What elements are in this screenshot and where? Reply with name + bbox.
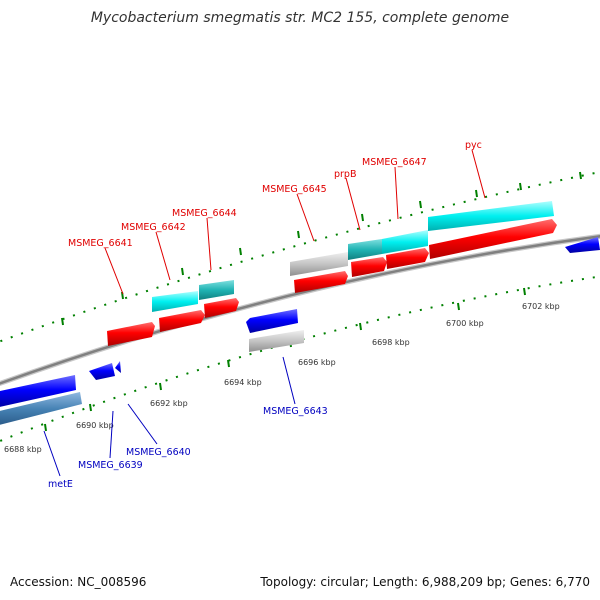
feature-pyc-rna[interactable] bbox=[428, 201, 554, 231]
scale-label: 6692 kbp bbox=[150, 399, 188, 408]
gene-mete[interactable] bbox=[0, 375, 76, 408]
gene-msmeg-6645[interactable] bbox=[294, 271, 348, 293]
feature-msmeg-6645-pseudo[interactable] bbox=[290, 252, 348, 276]
gene-label[interactable]: MSMEG_6642 bbox=[121, 222, 186, 233]
genome-backbone bbox=[0, 233, 600, 387]
gene-msmeg-6640[interactable] bbox=[115, 361, 121, 373]
scale-label: 6690 kbp bbox=[76, 421, 114, 430]
feature-prpb-rna[interactable] bbox=[348, 239, 382, 260]
gene-msmeg-6647[interactable] bbox=[386, 248, 429, 269]
scale-label: 6696 kbp bbox=[298, 358, 336, 367]
scale-labels: 6688 kbp 6690 kbp 6692 kbp 6694 kbp 6696… bbox=[4, 302, 560, 454]
gene-label[interactable]: prpB bbox=[334, 169, 356, 180]
feature-msmeg-6644-rna[interactable] bbox=[199, 280, 234, 300]
gene-label[interactable]: MSMEG_6639 bbox=[78, 460, 143, 471]
scale-label: 6698 kbp bbox=[372, 338, 410, 347]
scale-label: 6688 kbp bbox=[4, 445, 42, 454]
gene-label[interactable]: pyc bbox=[465, 140, 482, 151]
forward-gene-labels: MSMEG_6641 MSMEG_6642 MSMEG_6644 MSMEG_6… bbox=[68, 140, 482, 249]
topology-label: Topology: circular; Length: 6,988,209 bp… bbox=[260, 575, 590, 589]
scale-label: 6694 kbp bbox=[224, 378, 262, 387]
reverse-cds-track bbox=[0, 237, 600, 426]
gene-msmeg-6643[interactable] bbox=[246, 309, 298, 333]
reverse-gene-labels: MSMEG_6643 MSMEG_6640 MSMEG_6639 metE bbox=[48, 406, 328, 490]
gene-label[interactable]: MSMEG_6647 bbox=[362, 157, 427, 168]
map-title: Mycobacterium smegmatis str. MC2 155, co… bbox=[90, 10, 510, 26]
gene-label[interactable]: metE bbox=[48, 479, 73, 490]
gene-label[interactable]: MSMEG_6645 bbox=[262, 184, 327, 195]
gene-msmeg-6642[interactable] bbox=[159, 310, 205, 332]
gene-right-edge[interactable] bbox=[565, 237, 600, 253]
feature-msmeg-6647-rna[interactable] bbox=[382, 230, 428, 254]
gene-label[interactable]: MSMEG_6640 bbox=[126, 447, 191, 458]
feature-msmeg-6642-rna[interactable] bbox=[152, 291, 198, 312]
gene-label[interactable]: MSMEG_6644 bbox=[172, 208, 237, 219]
forward-cds-track bbox=[107, 219, 557, 346]
outer-tick-ruler bbox=[0, 171, 600, 343]
gene-prpb[interactable] bbox=[351, 257, 387, 277]
leader-lines bbox=[43, 149, 486, 477]
gene-msmeg-6641[interactable] bbox=[107, 322, 155, 346]
gene-msmeg-6639[interactable] bbox=[89, 363, 115, 380]
accession-label: Accession: NC_008596 bbox=[10, 575, 147, 589]
gene-msmeg-6644[interactable] bbox=[204, 298, 239, 318]
scale-label: 6702 kbp bbox=[522, 302, 560, 311]
gene-label[interactable]: MSMEG_6643 bbox=[263, 406, 328, 417]
gene-msmeg-6643-pseudo[interactable] bbox=[249, 330, 304, 352]
feature-track-outer bbox=[152, 201, 554, 312]
scale-label: 6700 kbp bbox=[446, 319, 484, 328]
gene-pyc[interactable] bbox=[429, 219, 557, 259]
gene-mete-rna[interactable] bbox=[0, 392, 82, 426]
gene-label[interactable]: MSMEG_6641 bbox=[68, 238, 133, 249]
